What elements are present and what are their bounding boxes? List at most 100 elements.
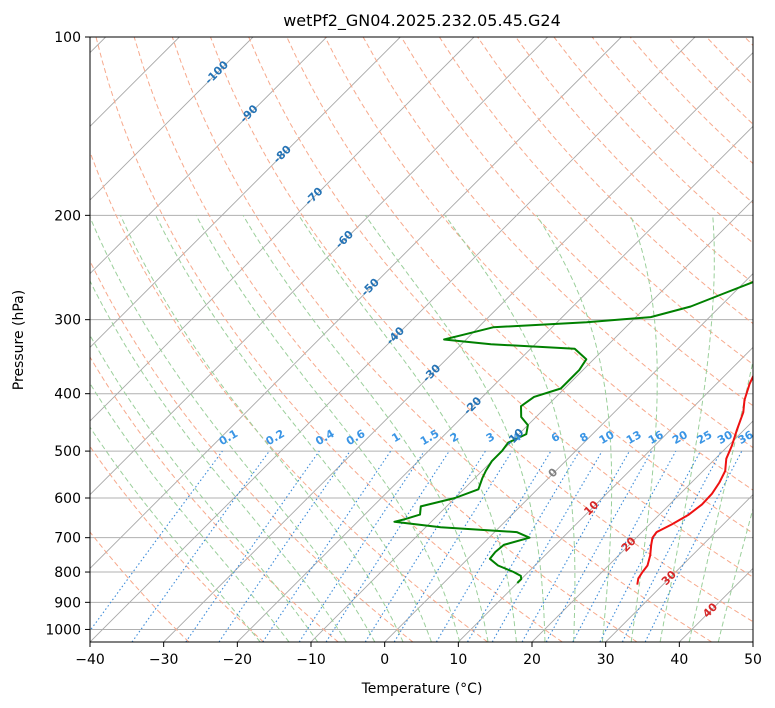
mixing-ratio-line — [218, 450, 351, 642]
isotherm-label: -60 — [333, 228, 356, 251]
isotherm-label: -50 — [359, 276, 382, 299]
dry-adiabat — [90, 531, 190, 642]
mixing-ratio-line — [298, 450, 425, 642]
isotherm-line — [90, 37, 254, 201]
mixing-ratio-line — [644, 450, 743, 642]
dry-adiabat — [90, 259, 414, 642]
isotherm-line — [163, 52, 753, 642]
mixing-ratio-label: 1.5 — [418, 427, 441, 448]
moist-adiabat — [90, 215, 376, 642]
dry-adiabat — [706, 37, 753, 86]
dry-adiabat — [591, 37, 753, 204]
moist-adiabat — [536, 215, 613, 642]
isotherm-label: 40 — [700, 600, 720, 620]
dry-adiabat — [400, 37, 753, 407]
x-tick-label: −10 — [296, 652, 326, 668]
isotherm-line — [605, 494, 753, 642]
isotherm-line — [384, 273, 753, 642]
isotherm-line — [90, 37, 327, 275]
isotherm-line — [752, 641, 753, 642]
moist-adiabat — [688, 358, 753, 642]
dewpoint-profile-line — [393, 280, 753, 584]
isotherm-label: -40 — [384, 324, 407, 347]
chart-title: wetPf2_GN04.2025.232.05.45.G24 — [283, 11, 561, 31]
mixing-ratio-label: 0.1 — [217, 427, 240, 448]
dry-adiabat — [438, 37, 753, 366]
mixing-ratio-label: 0.4 — [313, 427, 337, 448]
x-axis-label: Temperature (°C) — [361, 681, 483, 697]
mixing-ratio-label: 13 — [624, 428, 644, 447]
x-tick-label: 20 — [523, 652, 541, 668]
mixing-ratio-line — [90, 450, 223, 632]
x-tick-label: 30 — [597, 652, 615, 668]
mixing-ratio-label: 1 — [390, 430, 403, 445]
mixing-ratio-line — [435, 450, 552, 642]
y-tick-label: 200 — [54, 208, 81, 224]
isotherm-line — [90, 37, 548, 496]
dry-adiabat — [744, 37, 753, 47]
dry-adiabat — [95, 37, 563, 642]
dry-adiabat — [210, 37, 753, 623]
x-tick-label: −20 — [223, 652, 253, 668]
isotherm-line — [458, 346, 753, 642]
x-tick-label: 50 — [744, 652, 762, 668]
y-axis-ticks: 100 200 300 400 500 600 700 800 900 1000 — [45, 30, 90, 638]
x-tick-label: −30 — [149, 652, 179, 668]
dry-adiabat — [90, 150, 488, 642]
isotherm-label: 30 — [659, 568, 679, 588]
dry-adiabat — [133, 37, 638, 642]
isotherm-line — [90, 37, 475, 422]
isotherm-label: -70 — [302, 184, 325, 207]
mixing-ratio-label: 3 — [484, 430, 497, 445]
line-labels: 0.1 0.2 0.4 0.6 1 1.5 2 3 4 6 8 10 13 16 20 25 30 36-100-… — [202, 58, 755, 620]
y-tick-label: 400 — [54, 387, 81, 403]
dry-adiabat — [90, 356, 339, 642]
x-tick-label: 0 — [380, 652, 389, 668]
y-axis-label: Pressure (hPa) — [11, 290, 27, 390]
moist-adiabat — [242, 215, 489, 642]
x-tick-label: −40 — [75, 652, 105, 668]
profile-lines — [393, 280, 753, 585]
mixing-ratio-line — [393, 450, 513, 642]
moist-adiabat — [120, 215, 404, 642]
dry-adiabat — [90, 445, 264, 642]
isotherm-line — [237, 125, 753, 642]
moist-adiabat — [364, 215, 546, 642]
plot-frame — [89, 36, 754, 643]
x-tick-label: 10 — [449, 652, 467, 668]
mixing-ratio-line — [521, 450, 630, 642]
y-tick-label: 800 — [54, 565, 81, 581]
mixing-ratio-label: 0.6 — [344, 427, 368, 448]
mixing-ratio-line — [262, 450, 392, 642]
isotherm-line — [90, 37, 696, 642]
y-tick-label: 100 — [54, 30, 81, 46]
isotherm-line — [531, 420, 753, 642]
isotherm-label: -90 — [237, 102, 260, 125]
isotherm-line — [679, 567, 753, 642]
dry-adiabat — [668, 37, 753, 125]
moist-adiabat — [90, 334, 319, 642]
y-tick-label: 1000 — [45, 622, 81, 638]
isotherm-line — [90, 37, 401, 348]
mixing-ratio-line — [545, 450, 653, 642]
moist-adiabat — [90, 426, 261, 642]
dry-adiabat — [248, 37, 753, 578]
isotherm-label: 10 — [581, 498, 601, 518]
mixing-ratio-label: 0.2 — [263, 427, 286, 448]
moist-adiabat — [90, 382, 290, 642]
isotherm-label: -100 — [202, 58, 231, 87]
moist-adiabat — [630, 215, 658, 642]
dry-adiabat — [171, 37, 712, 642]
moist-adiabat — [298, 215, 517, 642]
mixing-ratio-label: 16 — [646, 428, 666, 447]
dry-adiabat — [324, 37, 753, 491]
isotherm-label: -80 — [271, 142, 294, 165]
x-tick-label: 40 — [670, 652, 688, 668]
mixing-ratio-line — [131, 450, 270, 642]
moist-adiabat — [155, 215, 432, 642]
y-tick-label: 900 — [54, 595, 81, 611]
dry-adiabat — [515, 37, 753, 284]
isotherm-line — [310, 199, 753, 642]
moist-adiabat — [195, 215, 461, 642]
